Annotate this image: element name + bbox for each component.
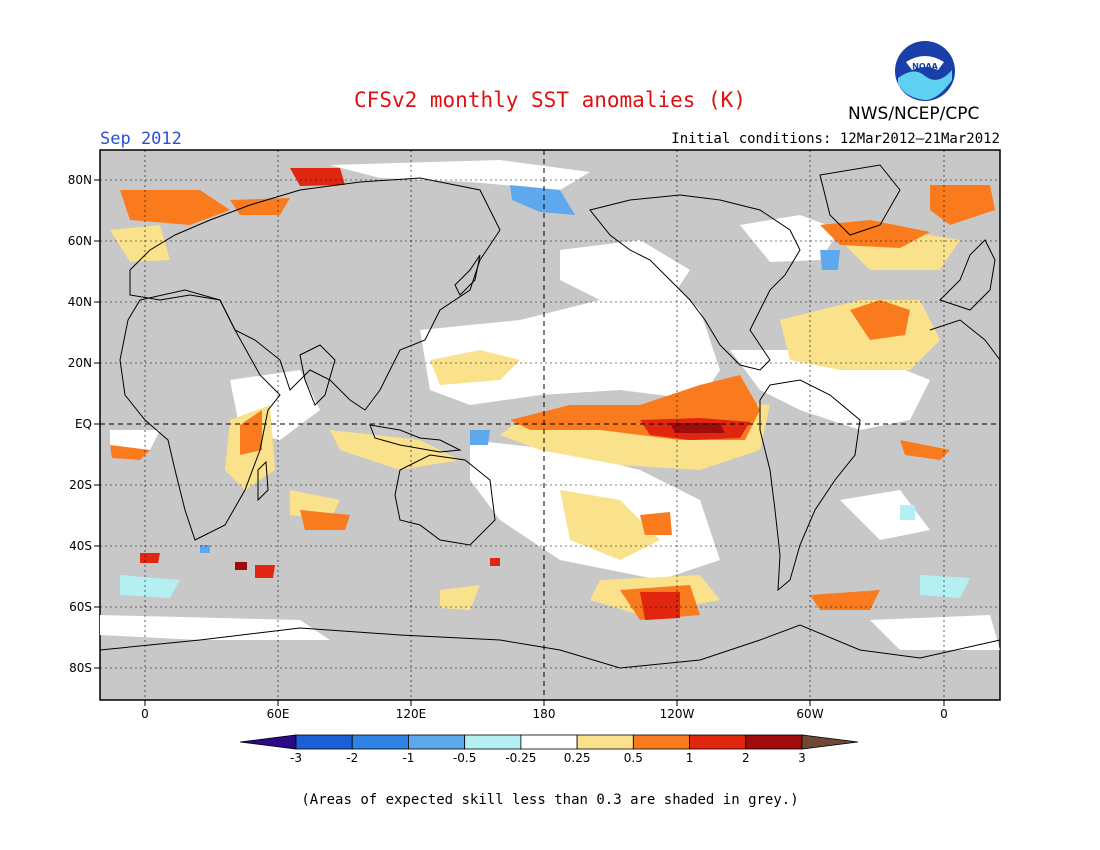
colorbar-swatch [520,734,578,750]
colorbar-low-extension [239,734,297,750]
coastlines [99,164,1001,669]
colorbar-swatch [576,734,634,750]
west-africa-coastline [929,319,1001,361]
colorbar-tick-label: 0.5 [624,751,643,765]
colorbar: -3 -2 -1 -0.5 -0.25 0.25 0.5 1 2 3 [239,734,859,765]
agency-label: NWS/NCEP/CPC [848,104,980,124]
india-coastline [299,344,336,406]
lon-label: 60E [267,707,290,721]
colorbar-tick-label: 3 [798,751,806,765]
south-america-coastline [759,379,861,592]
cool-anomaly-areas [120,185,970,598]
axis-ticks [94,179,945,706]
indonesia-coastline [369,424,462,453]
lat-label: EQ [75,417,92,431]
initial-conditions: Initial conditions: 12Mar2012–21Mar2012 [671,131,1000,147]
very-strong-warm-anomaly-areas [235,423,725,570]
europe-west-coastline [939,239,996,311]
lat-label: 60S [69,600,92,614]
lat-label: 80S [69,661,92,675]
lat-label: 20N [68,356,92,370]
north-america-coastline [589,194,801,371]
colorbar-swatch [408,734,466,750]
graticule [100,150,1000,700]
colorbar-swatch [351,734,409,750]
lon-label: 180 [533,707,556,721]
forecast-month: Sep 2012 [100,129,182,149]
page-title: CFSv2 monthly SST anomalies (K) [354,88,746,112]
reference-lines [100,150,1000,700]
colorbar-tick-label: 0.25 [564,751,591,765]
colorbar-swatch [464,734,522,750]
colorbar-swatch [745,734,803,750]
lon-label: 60W [796,707,823,721]
colorbar-tick-label: 1 [686,751,694,765]
lon-label: 0 [940,707,948,721]
colorbar-tick-label: 2 [742,751,750,765]
colorbar-tick-label: -2 [346,751,358,765]
lon-label: 120E [396,707,427,721]
skill-note: (Areas of expected skill less than 0.3 a… [301,792,799,808]
colorbar-swatch [632,734,690,750]
colorbar-tick-label: -1 [402,751,414,765]
madagascar-coastline [257,460,269,502]
lon-label: 0 [141,707,149,721]
colorbar-tick-label: -0.5 [453,751,476,765]
colorbar-tick-label: -0.25 [505,751,536,765]
noaa-logo-icon: NOAA [894,40,956,102]
lat-label: 80N [68,173,92,187]
lat-label: 20S [69,478,92,492]
latitude-labels: 80N 60N 40N 20N EQ 20S 40S 60S 80S [68,173,92,675]
japan-coastline [454,254,481,296]
greenland-coastline [819,164,901,236]
svg-text:NOAA: NOAA [912,62,938,71]
colorbar-high-extension [801,734,859,750]
colorbar-swatch [295,734,353,750]
lat-label: 60N [68,234,92,248]
lat-label: 40N [68,295,92,309]
longitude-labels: 0 60E 120E 180 120W 60W 0 [141,707,948,721]
lon-label: 120W [660,707,695,721]
australia-coastline [394,454,496,546]
eurasia-coastline [129,177,501,411]
colorbar-swatch [689,734,747,750]
lat-label: 40S [69,539,92,553]
colorbar-tick-label: -3 [290,751,302,765]
